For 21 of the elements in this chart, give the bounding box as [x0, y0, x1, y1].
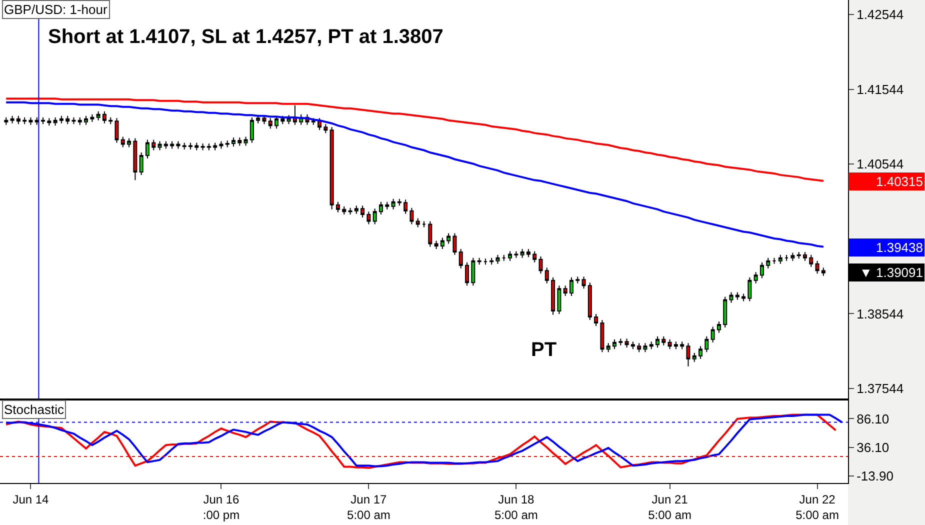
text: ▼ 1.39091 [860, 265, 923, 280]
x-tick-label: Jun 22 5:00 am [796, 492, 839, 522]
chart-title: Stochastic [4, 402, 64, 417]
y-tick-label: 36.10 [856, 440, 890, 455]
y-tick-label: 86.10 [856, 411, 890, 426]
x-tick-label: Jun 18 5:00 am [494, 492, 538, 522]
annotation: PT [531, 339, 557, 361]
text: 1.39438 [876, 240, 923, 255]
x-tick-label: Jun 14 [12, 492, 50, 506]
y-tick-label: 1.38544 [856, 306, 904, 322]
y-tick-label: 1.37544 [856, 381, 904, 396]
x-tick-label: Jun 17 5:00 am [347, 492, 390, 522]
y-tick-label: 1.41544 [856, 82, 904, 97]
annotation: Short at 1.4107, SL at 1.4257, PT at 1.3807 [48, 26, 444, 48]
chart-title: GBP/USD: 1-hour [4, 2, 108, 17]
y-tick-label: 1.42544 [856, 7, 904, 22]
y-tick-label: 1.40544 [856, 156, 904, 172]
y-tick-label: -13.90 [856, 468, 894, 484]
text: 1.40315 [876, 174, 923, 189]
x-tick-label: Jun 21 5:00 am [648, 492, 692, 522]
x-tick-label: Jun 16 :00 pm [202, 492, 240, 522]
